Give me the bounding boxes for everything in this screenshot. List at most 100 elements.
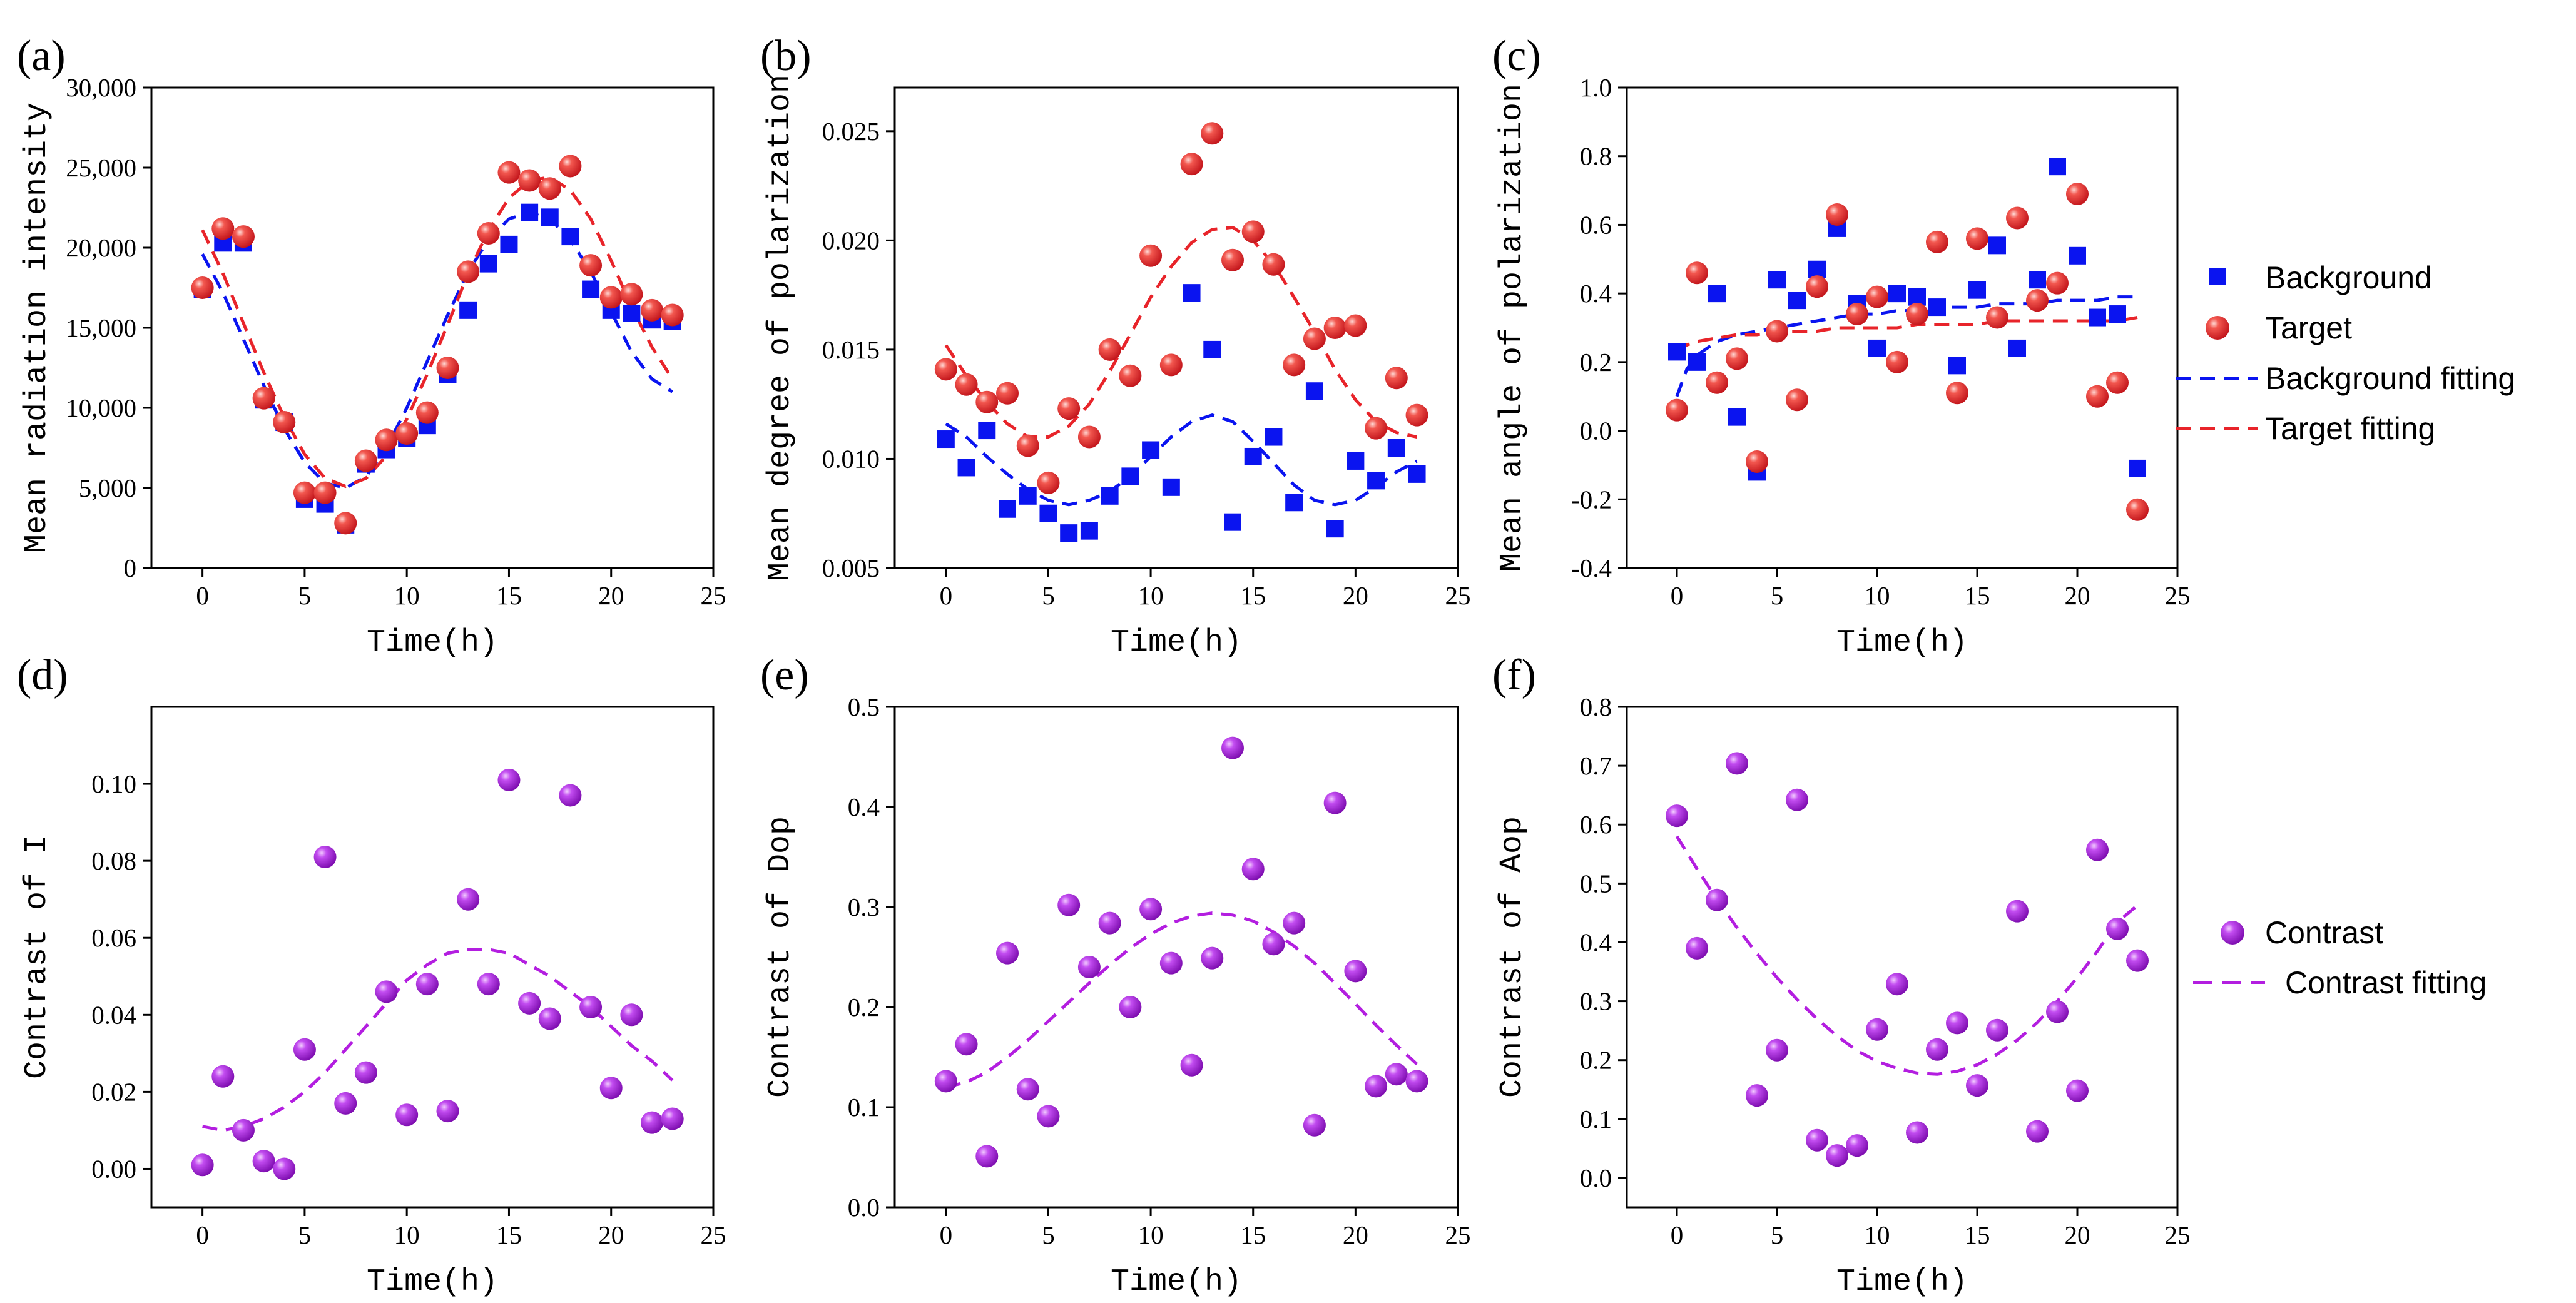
panel-label: (d) (17, 651, 68, 699)
target-point (1946, 382, 1968, 405)
background-point (521, 203, 539, 221)
y-tick-label: 0.5 (1580, 869, 1612, 898)
target-point (1159, 353, 1183, 377)
target-point (1846, 303, 1868, 326)
target-point (996, 382, 1019, 405)
x-tick-label: 0 (196, 581, 209, 610)
y-tick-label: 0.4 (1580, 928, 1612, 956)
y-tick-label: 0.1 (848, 1093, 880, 1122)
x-tick-label: 5 (298, 581, 312, 610)
plot-frame (1626, 86, 2179, 569)
x-tick-label: 5 (298, 1220, 312, 1249)
target-point (1826, 203, 1848, 226)
target-point (1077, 425, 1101, 449)
contrast-point (415, 973, 439, 996)
target-point (1323, 317, 1347, 339)
y-tick-label: -0.2 (1571, 485, 1612, 514)
contrast-point (975, 1145, 999, 1168)
target-point (191, 276, 214, 299)
panel-label: (a) (17, 32, 66, 80)
contrast-point (1139, 898, 1163, 921)
background-point (1019, 487, 1037, 505)
contrast-point (934, 1070, 957, 1093)
background-point (1408, 465, 1426, 483)
x-tick-label: 0 (1671, 581, 1684, 610)
contrast-point (477, 973, 500, 996)
background-point (2029, 271, 2046, 289)
target-point (395, 422, 419, 445)
target-point (2126, 498, 2149, 521)
background-point (1347, 452, 1365, 470)
target-point (2106, 371, 2129, 394)
legend-contrast-label: Contrast (2265, 915, 2383, 950)
target-point (1906, 303, 1928, 326)
panel-label: (f) (1492, 651, 1536, 699)
contrast-point (559, 784, 582, 807)
contrast-point (1365, 1075, 1388, 1098)
contrast-point (1016, 1078, 1039, 1101)
contrast-point (1262, 933, 1285, 956)
chart-panel-a: 0 5 10 15 20 25 0 5,000 10,000 15,000 20,000 25,000… (17, 32, 726, 661)
contrast-point (2026, 1120, 2049, 1143)
contrast-point (1119, 996, 1142, 1018)
y-tick-label: 0.6 (1580, 810, 1612, 839)
background-point (1988, 236, 2006, 255)
target-point (1405, 403, 1428, 427)
target-point (334, 512, 357, 535)
background-point (1142, 441, 1160, 459)
background-point (479, 255, 497, 273)
x-tick-label: 25 (701, 581, 726, 610)
background-point (541, 208, 559, 226)
y-tick-label: 0.2 (848, 993, 880, 1022)
target-point (1786, 388, 1808, 412)
legend-background-label: Background (2265, 260, 2432, 295)
target-point (2086, 385, 2109, 408)
y-tick-label: 0.00 (91, 1154, 136, 1183)
fit-line-background-fitting (201, 211, 674, 490)
y-tick-label: 0.04 (91, 1000, 136, 1029)
x-tick-label: 20 (2065, 1220, 2090, 1249)
contrast-point (273, 1157, 296, 1180)
y-tick-label: 0.2 (1580, 1046, 1612, 1075)
target-point (2006, 206, 2029, 230)
x-tick-label: 10 (1865, 1220, 1890, 1249)
contrast-point (579, 996, 603, 1018)
target-point (518, 169, 541, 192)
contrast-point (661, 1107, 684, 1130)
y-tick-label: 0.1 (1580, 1105, 1612, 1133)
y-axis-title: Mean angle of polarization (1495, 84, 1530, 572)
chart-panel-e: 0 5 10 15 20 25 0.0 0.1 0.2 0.3 0.4 0.5 Time(h) Contr… (760, 651, 1471, 1300)
x-tick-label: 20 (2065, 581, 2090, 610)
contrast-point (191, 1153, 214, 1177)
background-point (1948, 357, 1966, 375)
x-axis-title: Time(h) (1111, 625, 1242, 661)
background-point (1808, 260, 1826, 278)
background-point (957, 459, 975, 477)
y-tick-label: 0.020 (822, 226, 880, 255)
y-tick-label: 0.6 (1580, 210, 1612, 239)
contrast-point (1385, 1063, 1408, 1086)
contrast-point (1666, 804, 1688, 828)
x-tick-label: 25 (2165, 1220, 2191, 1249)
target-point (1666, 398, 1688, 422)
x-axis-title: Time(h) (367, 1264, 498, 1300)
contrast-point (1077, 956, 1101, 978)
target-point (2046, 271, 2069, 295)
contrast-point (211, 1065, 235, 1088)
target-point (1806, 275, 1828, 298)
background-point (2069, 246, 2086, 265)
x-tick-label: 15 (496, 1220, 522, 1249)
y-tick-label: 0 (124, 554, 137, 582)
contrast-point (1766, 1038, 1788, 1062)
y-tick-label: 0.0 (1580, 417, 1612, 445)
y-tick-label: 0.0 (1580, 1164, 1612, 1192)
contrast-point (1405, 1070, 1428, 1093)
contrast-point (1686, 936, 1708, 960)
target-point (1180, 153, 1203, 176)
contrast-point (518, 991, 541, 1015)
legend-target-marker (2206, 316, 2229, 340)
x-tick-label: 10 (1138, 1220, 1164, 1249)
y-tick-label: 20,000 (66, 233, 136, 262)
target-point (1098, 338, 1121, 361)
